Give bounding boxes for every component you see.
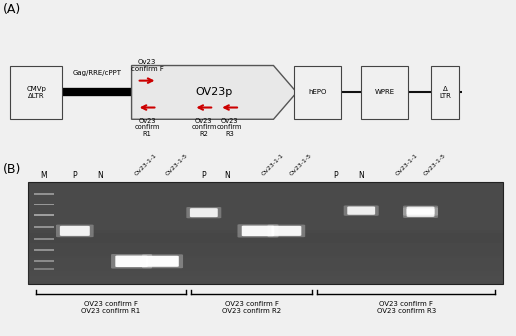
Text: Ov23
confirm
R3: Ov23 confirm R3: [217, 118, 243, 137]
FancyBboxPatch shape: [294, 66, 341, 119]
Text: P: P: [202, 171, 206, 180]
FancyBboxPatch shape: [146, 256, 179, 267]
FancyBboxPatch shape: [186, 207, 221, 218]
Text: N: N: [98, 171, 104, 180]
FancyBboxPatch shape: [361, 66, 408, 119]
FancyBboxPatch shape: [34, 238, 54, 240]
FancyBboxPatch shape: [403, 207, 438, 218]
FancyBboxPatch shape: [28, 246, 503, 251]
Text: OV23 confirm F
OV23 confirm R2: OV23 confirm F OV23 confirm R2: [222, 301, 281, 314]
FancyBboxPatch shape: [56, 224, 94, 237]
FancyBboxPatch shape: [407, 208, 434, 217]
FancyBboxPatch shape: [28, 241, 503, 246]
FancyBboxPatch shape: [28, 230, 503, 236]
FancyBboxPatch shape: [116, 255, 148, 267]
FancyBboxPatch shape: [34, 249, 54, 251]
FancyBboxPatch shape: [431, 66, 459, 119]
Text: Ov23-1-5: Ov23-1-5: [423, 153, 447, 177]
FancyBboxPatch shape: [60, 226, 90, 236]
FancyBboxPatch shape: [344, 205, 379, 216]
FancyBboxPatch shape: [28, 248, 503, 253]
FancyBboxPatch shape: [28, 251, 503, 256]
Text: M: M: [41, 171, 47, 180]
FancyBboxPatch shape: [403, 206, 438, 216]
FancyBboxPatch shape: [28, 271, 503, 276]
Text: (B): (B): [3, 163, 21, 176]
Text: OV23p: OV23p: [196, 87, 233, 97]
FancyBboxPatch shape: [28, 256, 503, 261]
Text: WPRE: WPRE: [374, 89, 395, 95]
FancyBboxPatch shape: [111, 254, 152, 268]
FancyBboxPatch shape: [28, 261, 503, 266]
Text: hEPO: hEPO: [308, 89, 327, 95]
FancyBboxPatch shape: [142, 254, 183, 268]
FancyBboxPatch shape: [28, 274, 503, 279]
FancyBboxPatch shape: [268, 224, 305, 237]
Text: Ov23-1-1: Ov23-1-1: [395, 153, 419, 177]
FancyBboxPatch shape: [34, 268, 54, 270]
FancyBboxPatch shape: [28, 238, 503, 243]
Text: OV23 confirm F
OV23 confirm R1: OV23 confirm F OV23 confirm R1: [82, 301, 140, 314]
FancyBboxPatch shape: [241, 226, 275, 236]
Text: Ov23
confirm
R2: Ov23 confirm R2: [191, 118, 217, 137]
FancyBboxPatch shape: [28, 268, 503, 274]
FancyBboxPatch shape: [28, 266, 503, 271]
FancyBboxPatch shape: [28, 236, 503, 241]
Text: P: P: [73, 171, 77, 180]
Text: N: N: [224, 171, 230, 180]
FancyBboxPatch shape: [34, 260, 54, 262]
Text: Ov23
confirm
R1: Ov23 confirm R1: [134, 118, 160, 137]
FancyBboxPatch shape: [271, 226, 301, 236]
FancyBboxPatch shape: [34, 194, 54, 195]
Text: OV23 confirm F
OV23 confirm R3: OV23 confirm F OV23 confirm R3: [377, 301, 436, 314]
FancyBboxPatch shape: [28, 243, 503, 248]
Text: (A): (A): [3, 3, 21, 16]
FancyBboxPatch shape: [28, 258, 503, 263]
Text: Ov23-1-5: Ov23-1-5: [165, 153, 189, 177]
FancyBboxPatch shape: [34, 204, 54, 205]
Text: Ov23-1-1: Ov23-1-1: [261, 153, 285, 177]
FancyBboxPatch shape: [34, 226, 54, 228]
Text: Ov23-1-5: Ov23-1-5: [289, 153, 313, 177]
FancyBboxPatch shape: [10, 66, 62, 119]
Text: Ov23-1-1: Ov23-1-1: [134, 153, 158, 177]
FancyBboxPatch shape: [237, 224, 279, 238]
FancyBboxPatch shape: [28, 263, 503, 268]
Text: N: N: [358, 171, 364, 180]
Text: Ov23
confirm F: Ov23 confirm F: [131, 59, 164, 72]
FancyBboxPatch shape: [407, 207, 434, 215]
Text: CMVp
ΔLTR: CMVp ΔLTR: [26, 86, 46, 99]
FancyBboxPatch shape: [28, 279, 503, 284]
FancyBboxPatch shape: [28, 182, 503, 284]
Text: P: P: [333, 171, 337, 180]
FancyBboxPatch shape: [34, 214, 54, 216]
FancyBboxPatch shape: [190, 208, 218, 217]
FancyBboxPatch shape: [347, 207, 375, 215]
Polygon shape: [132, 66, 297, 119]
FancyBboxPatch shape: [28, 253, 503, 258]
FancyBboxPatch shape: [28, 276, 503, 281]
Text: Gag/RRE/cPPT: Gag/RRE/cPPT: [72, 70, 121, 76]
Text: Δ
LTR: Δ LTR: [439, 86, 451, 99]
FancyBboxPatch shape: [28, 233, 503, 238]
